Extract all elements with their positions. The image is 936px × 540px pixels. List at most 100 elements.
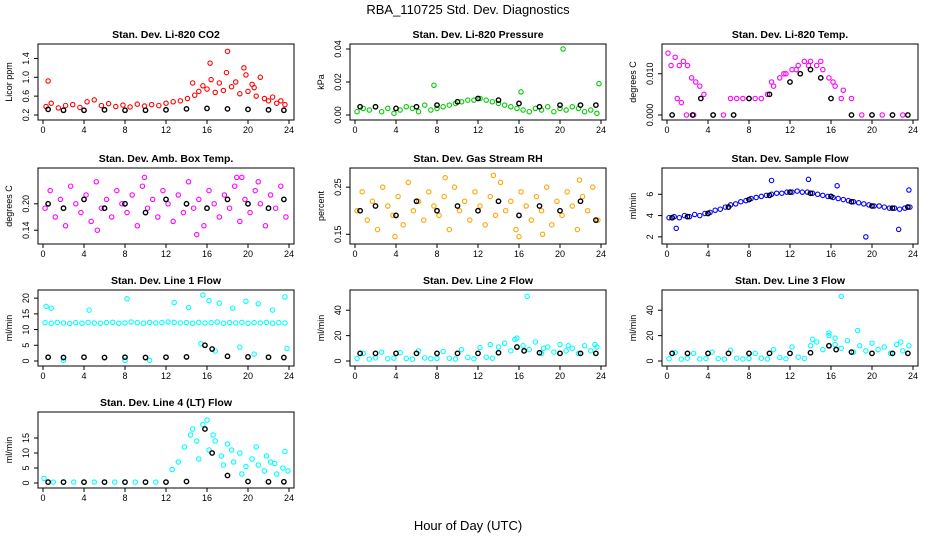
data-point bbox=[224, 196, 231, 203]
data-point bbox=[62, 223, 69, 229]
y-tick-label: 0.14 bbox=[21, 221, 31, 239]
data-point bbox=[689, 112, 696, 118]
data-point bbox=[191, 92, 198, 98]
data-point bbox=[189, 320, 196, 327]
data-point bbox=[113, 103, 119, 110]
data-point bbox=[746, 95, 752, 102]
data-point bbox=[845, 197, 852, 204]
data-point bbox=[267, 192, 274, 198]
data-point bbox=[869, 340, 875, 346]
x-tick-label: 4 bbox=[81, 371, 86, 381]
data-point bbox=[122, 200, 128, 207]
data-point bbox=[891, 205, 898, 211]
panel-frame bbox=[661, 43, 919, 121]
data-point bbox=[436, 212, 442, 219]
data-point bbox=[838, 95, 844, 102]
data-point bbox=[257, 201, 264, 207]
data-point bbox=[196, 319, 202, 326]
x-tick-label: 24 bbox=[596, 371, 606, 381]
data-point bbox=[487, 193, 494, 200]
data-point bbox=[149, 196, 156, 203]
data-point bbox=[209, 346, 216, 352]
data-point bbox=[492, 212, 499, 219]
data-point bbox=[526, 346, 532, 353]
data-point bbox=[764, 356, 771, 362]
data-point bbox=[372, 103, 379, 110]
data-point bbox=[770, 346, 777, 353]
data-point bbox=[269, 320, 276, 327]
panel-9: Stan. Dev. Line 4 (LT) Flow ml/min 0 4 8 12 16… bbox=[4, 397, 295, 503]
data-point bbox=[180, 209, 187, 216]
data-point bbox=[410, 207, 417, 214]
data-point bbox=[228, 447, 235, 453]
data-point bbox=[81, 107, 87, 114]
data-point bbox=[201, 223, 207, 229]
data-point bbox=[43, 303, 49, 310]
data-point bbox=[229, 305, 236, 311]
data-point bbox=[904, 204, 911, 210]
data-point bbox=[770, 83, 777, 89]
data-point bbox=[799, 189, 806, 195]
data-point bbox=[434, 355, 440, 362]
data-point bbox=[134, 223, 141, 229]
data-point bbox=[766, 350, 773, 357]
data-point bbox=[813, 339, 820, 345]
data-point bbox=[858, 112, 865, 118]
data-point bbox=[119, 201, 125, 207]
data-point bbox=[139, 183, 146, 189]
data-point bbox=[804, 189, 811, 195]
data-point bbox=[740, 356, 746, 362]
data-point bbox=[458, 346, 465, 353]
data-point bbox=[282, 448, 288, 455]
data-point bbox=[177, 98, 184, 104]
data-point bbox=[672, 54, 678, 60]
data-point bbox=[551, 349, 557, 355]
x-tick-label: 24 bbox=[908, 249, 918, 259]
data-point bbox=[508, 104, 514, 110]
data-point bbox=[202, 426, 208, 432]
data-point bbox=[354, 207, 360, 214]
y-tick-label: 0.25 bbox=[333, 178, 343, 196]
data-point bbox=[101, 479, 108, 485]
panel-title: Stan. Dev. Line 2 Flow bbox=[423, 275, 534, 287]
x-tick-label: 24 bbox=[596, 249, 606, 259]
data-point bbox=[265, 106, 272, 113]
data-point bbox=[680, 58, 687, 65]
y-tick-label: 0.010 bbox=[645, 62, 655, 85]
data-point bbox=[526, 108, 532, 115]
data-point bbox=[142, 209, 149, 216]
data-point bbox=[513, 226, 519, 233]
panel-frame bbox=[661, 289, 919, 367]
data-point bbox=[434, 350, 440, 357]
y-axis-label: degrees C bbox=[4, 185, 14, 227]
data-point bbox=[134, 101, 141, 107]
data-point bbox=[262, 223, 269, 229]
data-point bbox=[41, 475, 47, 482]
data-point bbox=[390, 212, 396, 219]
data-point bbox=[226, 205, 233, 211]
data-point bbox=[543, 184, 550, 190]
data-point bbox=[269, 94, 276, 100]
data-point bbox=[120, 102, 126, 108]
y-tick-label: 6 bbox=[645, 192, 655, 197]
data-point bbox=[183, 200, 190, 207]
data-point bbox=[477, 95, 483, 102]
data-point bbox=[848, 349, 855, 356]
data-point bbox=[405, 179, 412, 186]
data-point bbox=[787, 189, 793, 196]
data-point bbox=[183, 105, 190, 112]
x-tick-label: 24 bbox=[908, 371, 918, 381]
data-point bbox=[495, 344, 502, 350]
data-point bbox=[557, 341, 563, 348]
data-point bbox=[807, 190, 814, 197]
data-point bbox=[752, 350, 758, 357]
data-point bbox=[48, 100, 54, 106]
data-point bbox=[881, 204, 888, 210]
data-point bbox=[514, 105, 520, 112]
data-point bbox=[475, 207, 481, 214]
data-point bbox=[278, 98, 284, 104]
data-point bbox=[801, 58, 808, 65]
data-point bbox=[170, 99, 176, 105]
data-point bbox=[366, 107, 373, 113]
data-point bbox=[239, 471, 245, 477]
